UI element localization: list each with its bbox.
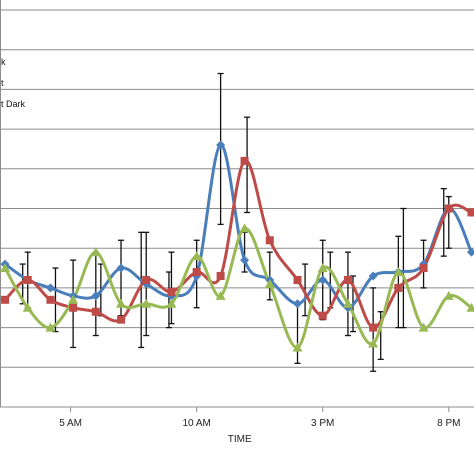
data-point-triangle (68, 294, 79, 304)
data-point-diamond (240, 255, 250, 265)
data-point-triangle (90, 247, 101, 257)
data-point-triangle (292, 342, 303, 352)
data-point-triangle (0, 263, 11, 273)
data-point-square (192, 268, 201, 277)
series-markers (0, 140, 474, 352)
data-point-diamond (368, 271, 378, 281)
data-point-diamond (116, 263, 126, 273)
x-tick-label: 5 AM (59, 418, 82, 429)
data-point-triangle (393, 267, 404, 277)
data-point-triangle (368, 338, 379, 348)
data-point-diamond (91, 291, 101, 301)
legend-label-1: t (1, 78, 4, 88)
data-point-diamond (45, 283, 55, 293)
data-point-triangle (215, 290, 226, 300)
data-point-square (167, 287, 176, 296)
data-point-diamond (466, 247, 474, 257)
data-point-diamond (216, 140, 226, 150)
data-point-triangle (141, 298, 152, 308)
data-point-diamond (318, 275, 328, 285)
data-point-triangle (239, 223, 250, 233)
x-tick-label: 8 PM (437, 418, 460, 429)
x-tick-label: 3 PM (311, 418, 334, 429)
data-point-square (1, 295, 10, 304)
data-point-square (444, 204, 453, 213)
data-point-square (117, 315, 126, 324)
x-tick-label: 10 AM (182, 418, 210, 429)
data-point-triangle (166, 298, 177, 308)
data-point-square (142, 275, 151, 284)
data-point-square (46, 295, 55, 304)
legend: k t t Dark (1, 57, 26, 109)
data-point-triangle (191, 251, 202, 261)
data-point-square (91, 307, 100, 316)
data-point-triangle (342, 298, 353, 308)
data-point-square (318, 311, 327, 320)
data-point-triangle (317, 263, 328, 273)
data-point-square (23, 275, 32, 284)
data-point-triangle (466, 302, 474, 312)
data-point-triangle (418, 322, 429, 332)
data-point-square (343, 275, 352, 284)
data-point-square (216, 271, 225, 280)
data-point-square (419, 264, 428, 273)
data-point-triangle (116, 298, 127, 308)
x-tick-labels: 5 AM 10 AM 3 PM 8 PM (59, 418, 460, 429)
data-point-triangle (443, 290, 454, 300)
data-point-square (394, 283, 403, 292)
data-point-square (467, 208, 474, 217)
data-point-square (369, 323, 378, 332)
data-point-triangle (264, 278, 275, 288)
data-point-square (240, 156, 249, 165)
data-point-square (69, 303, 78, 312)
data-point-triangle (22, 302, 33, 312)
axes (0, 0, 474, 412)
legend-label-0: k (1, 57, 6, 67)
data-point-square (293, 275, 302, 284)
data-point-diamond (293, 299, 303, 309)
data-point-square (265, 236, 274, 245)
x-axis-title: TIME (228, 434, 252, 445)
data-point-triangle (45, 322, 56, 332)
legend-label-2: t Dark (1, 99, 26, 109)
